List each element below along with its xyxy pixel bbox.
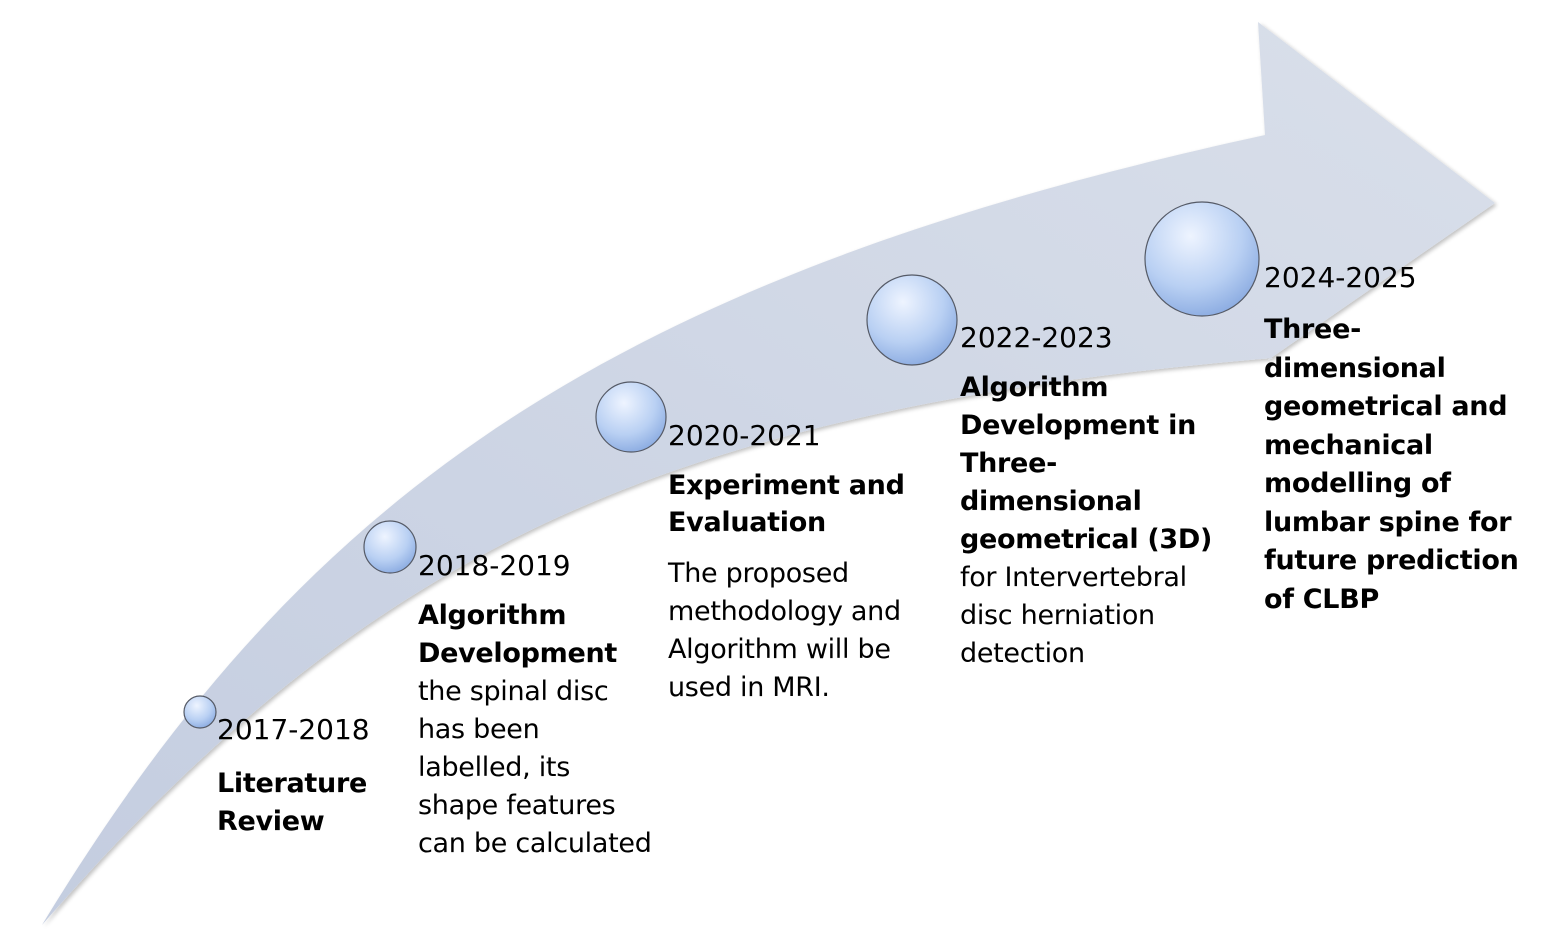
milestone-title: Algorithm Development: [418, 600, 618, 669]
arrow-shape: [42, 22, 1495, 925]
milestone-title: Literature Review: [217, 768, 367, 837]
milestone-markers: [183, 201, 1260, 729]
milestone-description: the spinal disc has been labelled, its s…: [418, 676, 652, 859]
milestone-year: 2018-2019: [418, 549, 571, 582]
milestone-year: 2022-2023: [960, 321, 1113, 354]
milestone-marker-5: [1144, 201, 1260, 317]
milestone-title: Three-dimensional geometrical and mechan…: [1264, 314, 1519, 615]
milestone-marker-3: [595, 381, 667, 453]
milestone-2022-2023: 2022-2023 Algorithm Development in Three…: [960, 321, 1225, 673]
milestone-2024-2025: 2024-2025 Three-dimensional geometrical …: [1264, 261, 1534, 619]
milestone-year: 2024-2025: [1264, 261, 1417, 294]
milestone-year: 2020-2021: [668, 419, 821, 452]
milestone-year: 2017-2018: [217, 713, 370, 746]
milestone-title: Algorithm Development in Three-dimension…: [960, 372, 1213, 555]
milestone-2018-2019: 2018-2019 Algorithm Development the spin…: [418, 549, 653, 863]
milestone-description: The proposed methodology and Algorithm w…: [668, 558, 901, 703]
milestone-2017-2018: 2017-2018 Literature Review: [217, 713, 407, 841]
milestone-marker-2: [363, 520, 417, 574]
milestone-description: for Intervertebral disc herniation detec…: [960, 562, 1187, 669]
milestone-title: Experiment and Evaluation: [668, 470, 905, 538]
milestone-2020-2021: 2020-2021 Experiment and Evaluation The …: [668, 419, 928, 707]
milestone-marker-4: [866, 274, 958, 366]
milestone-marker-1: [183, 695, 217, 729]
